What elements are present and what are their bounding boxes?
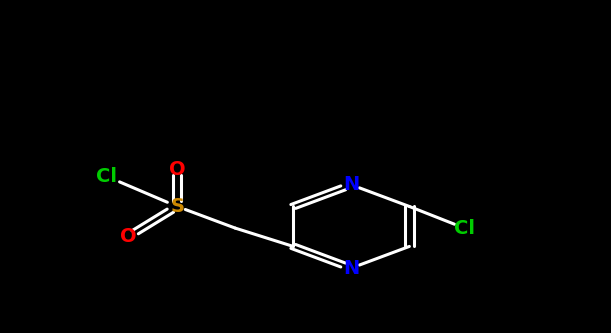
Text: Cl: Cl [97,167,117,186]
Text: N: N [343,175,359,194]
Text: N: N [343,258,359,278]
Text: O: O [169,160,186,179]
Text: S: S [170,197,184,216]
Text: O: O [120,227,137,246]
Text: Cl: Cl [454,218,475,238]
